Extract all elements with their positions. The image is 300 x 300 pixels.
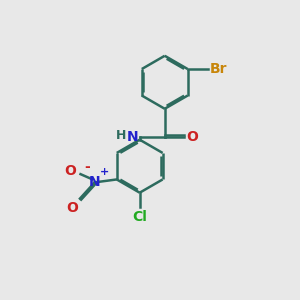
Text: H: H [116, 129, 126, 142]
Text: +: + [100, 167, 109, 177]
Text: Cl: Cl [132, 210, 147, 224]
Text: N: N [127, 130, 139, 144]
Text: N: N [89, 176, 100, 189]
Text: O: O [67, 201, 79, 215]
Text: O: O [186, 130, 198, 144]
Text: -: - [84, 160, 90, 174]
Text: Br: Br [210, 62, 227, 76]
Text: O: O [64, 164, 76, 178]
